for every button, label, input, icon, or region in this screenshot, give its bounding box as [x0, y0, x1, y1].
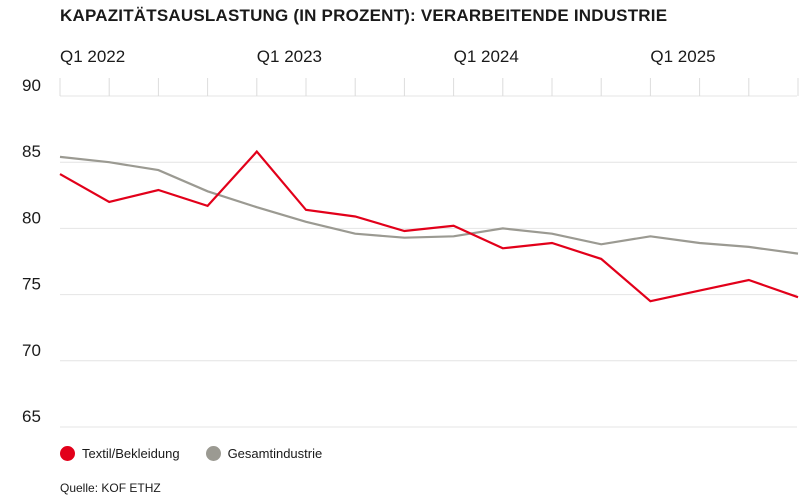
- y-tick-label: 75: [22, 275, 41, 294]
- grid-lines: [60, 95, 797, 428]
- x-tick-label: Q1 2024: [454, 47, 519, 66]
- x-tick-label: Q1 2022: [60, 47, 125, 66]
- x-tick-marks: [59, 78, 799, 96]
- x-tick-label: Q1 2025: [650, 47, 715, 66]
- y-tick-label: 65: [22, 407, 41, 426]
- source-note: Quelle: KOF ETHZ: [60, 481, 161, 495]
- x-axis-labels: Q1 2022 Q1 2023 Q1 2024 Q1 2025: [60, 47, 716, 66]
- legend-label-textil: Textil/Bekleidung: [82, 446, 180, 461]
- series-lines: [59, 149, 799, 303]
- legend-label-gesamt: Gesamtindustrie: [227, 446, 323, 461]
- x-tick-label: Q1 2023: [257, 47, 322, 66]
- legend-swatch-gesamt: [205, 446, 221, 461]
- y-tick-label: 80: [22, 208, 41, 227]
- legend-swatch-textil: [60, 446, 75, 461]
- line-chart: Q1 2022 Q1 2023 Q1 2024 Q1 2025 90 85 80 75 70 6…: [22, 47, 799, 428]
- legend-item-gesamt: Gesamtindustrie: [205, 446, 323, 461]
- y-tick-label: 70: [22, 341, 41, 360]
- series-line-gesamt: [59, 155, 799, 255]
- chart-title: KAPAZITÄTSAUSLASTUNG (IN PROZENT): VERAR…: [60, 6, 668, 25]
- y-axis-labels: 90 85 80 75 70 65: [22, 76, 41, 426]
- legend-item-textil: Textil/Bekleidung: [60, 446, 180, 461]
- y-tick-label: 90: [22, 76, 41, 95]
- legend: Textil/Bekleidung Gesamtindustrie: [60, 446, 348, 461]
- series-line-textil: [59, 149, 799, 303]
- y-tick-label: 85: [22, 142, 41, 161]
